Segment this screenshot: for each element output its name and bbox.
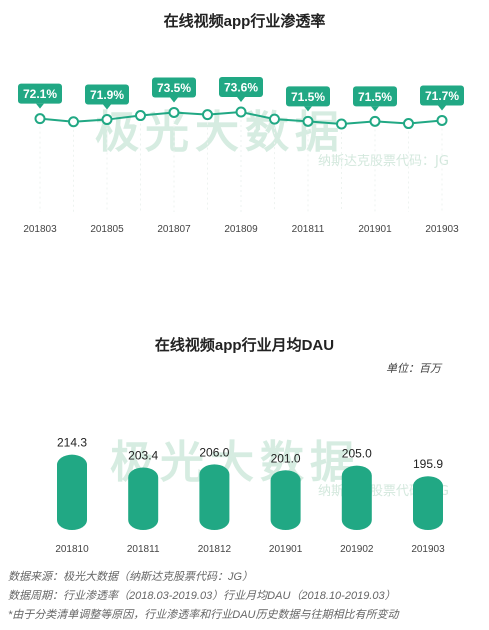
data-label-box [353,86,397,107]
dau-chart-panel: 极光大数据 纳斯达克股票代码：JG 在线视频app行业月均DAU 单位：百万 2… [0,320,489,565]
data-label-pointer [237,97,245,102]
dau-unit-label: 单位：百万 [386,363,441,375]
x-tick-label: 201811 [292,224,325,235]
data-point [403,118,414,130]
data-label-box [286,86,330,107]
data-label-pointer [438,105,446,111]
data-label-pointer [170,97,178,103]
data-label: 73.5% [157,81,191,95]
bar [413,476,443,530]
footer-period: 数据周期：行业渗透率（2018.03-2019.03）行业月均DAU（2018.… [8,590,396,602]
data-label-box [219,77,263,97]
bar [199,464,230,530]
data-label: 71.9% [90,88,124,102]
bar [341,465,372,530]
footer-source: 数据来源：极光大数据（纳斯达克股票代码：JG） [8,571,254,583]
data-label: 72.1% [23,87,57,101]
bar-value-label: 206.0 [199,445,229,459]
dau-chart-title: 在线视频app行业月均DAU [154,337,335,354]
data-point [34,113,46,125]
x-tick-label: 201811 [127,544,160,555]
data-label: 71.5% [358,90,392,104]
footer-note: *由于分类清单调整等原因，行业渗透率和行业DAU历史数据与往期相比有所变动 [8,609,399,621]
dau-bar-chart: 214.3 201810 203.4 201811 206.0 201812 201.0 20… [55,436,445,555]
data-point [369,115,381,127]
bar-value-label: 214.3 [57,436,87,450]
penetration-chart-panel: 极光大数据 纳斯达克股票代码：JG 在线视频app行业渗透率 72.1% 71.9… [0,0,489,260]
bar [270,470,301,530]
bar [128,467,159,530]
data-point [68,116,79,128]
data-label-pointer [103,104,111,110]
data-point [202,109,213,121]
x-tick-label: 201805 [90,224,124,235]
x-tick-label: 201812 [198,544,232,555]
data-point [135,110,146,122]
bar-value-label: 205.0 [342,447,372,461]
x-tick-label: 201807 [157,224,191,235]
bar-value-label: 201.0 [271,451,301,465]
x-tick-label: 201803 [23,224,57,235]
data-point [269,113,280,125]
x-tick-label: 201810 [55,544,89,555]
footer-notes: 数据来源：极光大数据（纳斯达克股票代码：JG） 数据周期：行业渗透率（2018.… [8,568,399,625]
x-tick-label: 201902 [340,544,374,555]
x-tick-label: 201903 [411,544,445,555]
data-point [302,115,314,127]
data-label-pointer [371,106,379,112]
bar [57,454,87,530]
x-tick-label: 201903 [425,224,459,235]
bar-value-label: 203.4 [128,448,158,462]
x-tick-label: 201901 [269,544,303,555]
data-label: 71.5% [291,90,325,104]
data-point [336,118,347,130]
x-tick-label: 201901 [358,224,392,235]
bar-value-label: 195.9 [413,457,443,471]
penetration-chart-title: 在线视频app行业渗透率 [163,13,326,30]
data-label-box [420,85,464,106]
data-point [436,114,448,126]
data-point [168,106,180,118]
data-label-box [85,84,129,105]
x-tick-label: 201809 [224,224,258,235]
data-label-box [152,77,196,98]
data-label: 73.6% [224,81,258,95]
data-point [235,106,247,118]
data-label-pointer [36,103,44,109]
data-label: 71.7% [425,89,459,103]
data-label-pointer [304,106,312,112]
watermark-sub: 纳斯达克股票代码：JG [318,154,449,169]
data-point [101,114,113,126]
data-label-box [18,83,62,104]
penetration-line-chart: 72.1% 71.9% 73.5% 73.6% 71.5% 71.5% 71.7% 20180… [18,77,464,235]
